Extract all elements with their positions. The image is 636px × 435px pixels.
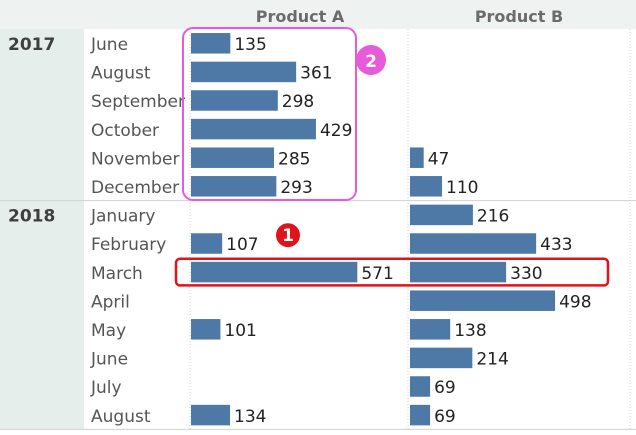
annotation-2-badge	[356, 45, 386, 75]
column-header: Product A	[256, 7, 345, 26]
bar	[191, 61, 297, 83]
data-label: 285	[278, 149, 310, 169]
annotation-2-box	[182, 27, 357, 201]
month-label: June	[90, 35, 128, 55]
month-label: September	[91, 92, 185, 112]
annotation-1-box	[174, 257, 610, 287]
bar	[410, 233, 537, 254]
month-label: February	[91, 235, 166, 255]
month-label: August	[91, 64, 151, 84]
month-label: January	[90, 207, 155, 227]
data-label: 47	[428, 149, 450, 169]
year-label: 2018	[8, 207, 55, 227]
bar	[191, 404, 231, 426]
data-label: 107	[226, 235, 258, 255]
data-label: 214	[476, 350, 508, 370]
month-label: July	[90, 378, 122, 398]
month-label: April	[91, 292, 130, 312]
bar	[191, 176, 277, 197]
bar	[191, 33, 231, 54]
annotation-1-badge	[276, 223, 300, 248]
data-label: 433	[540, 235, 572, 255]
annotation-2-label: 2	[365, 52, 377, 72]
year-band	[0, 29, 84, 430]
bar	[191, 233, 223, 254]
data-label: 293	[280, 178, 312, 198]
data-label: 138	[454, 321, 486, 341]
bar	[410, 204, 473, 226]
row-labels: 2017 2018 June August September October Novemb…	[8, 35, 185, 427]
bar	[410, 347, 473, 369]
data-label: 498	[559, 292, 591, 312]
data-label: 361	[300, 64, 332, 84]
bar	[191, 147, 275, 168]
month-label: November	[91, 149, 179, 169]
bars	[191, 33, 556, 426]
data-label: 571	[361, 264, 393, 284]
bar	[410, 147, 424, 168]
bar	[410, 261, 507, 283]
bar	[191, 319, 221, 340]
data-label: 134	[234, 407, 266, 427]
data-label: 298	[282, 92, 314, 112]
data-label: 330	[510, 264, 542, 284]
month-label: March	[91, 264, 143, 284]
data-label: 216	[477, 207, 509, 227]
data-label: 135	[234, 35, 266, 55]
month-label: October	[91, 121, 159, 141]
data-label: 429	[320, 121, 352, 141]
year-label: 2017	[8, 35, 55, 55]
bar	[410, 176, 443, 197]
data-label: 110	[446, 178, 478, 198]
bar	[410, 376, 431, 397]
data-labels: 135 361 298 429 285 293 107 571 101 134 47 110 216 43…	[224, 35, 591, 427]
data-label: 69	[434, 378, 456, 398]
bar	[410, 404, 431, 426]
month-label: June	[90, 350, 128, 370]
data-label: 101	[224, 321, 256, 341]
bar	[191, 261, 358, 283]
month-label: May	[91, 321, 126, 341]
bar	[410, 290, 556, 311]
data-label: 69	[434, 407, 456, 427]
column-headers: Product A Product B	[256, 7, 563, 26]
column-header: Product B	[475, 7, 563, 26]
bar	[191, 118, 316, 140]
bar	[191, 90, 278, 111]
bar	[410, 319, 451, 340]
header-band	[0, 0, 636, 29]
annotation-1-label: 1	[282, 226, 294, 246]
month-label: August	[91, 407, 151, 427]
month-label: December	[91, 178, 179, 198]
annotations: 12	[174, 27, 610, 287]
